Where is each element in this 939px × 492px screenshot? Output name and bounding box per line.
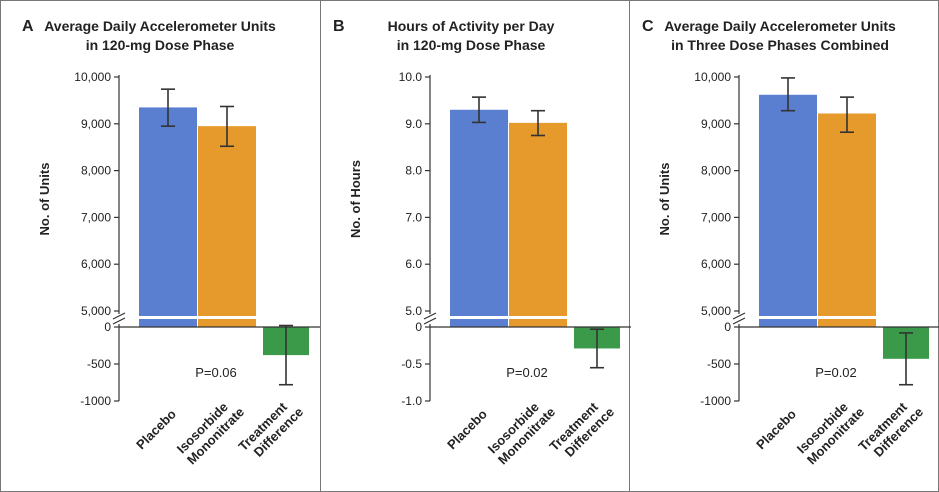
bar-placebo (139, 107, 197, 327)
bar-placebo (450, 109, 508, 327)
panel-subtitle: in 120-mg Dose Phase (86, 37, 235, 53)
p-value: P=0.02 (506, 365, 548, 380)
panel-subtitle: in 120-mg Dose Phase (397, 37, 546, 53)
y-tick-label: -0.5 (401, 357, 422, 371)
p-value: P=0.06 (195, 365, 237, 380)
y-tick-label: -500 (707, 357, 731, 371)
axis-break-mark (112, 312, 126, 320)
panel-letter: B (333, 18, 345, 35)
axis-break-band (137, 316, 258, 319)
axis-break-mark (732, 317, 746, 325)
panel-letter: A (22, 18, 34, 35)
y-tick-label: 10,000 (694, 70, 731, 84)
y-axis-label: No. of Units (37, 163, 52, 236)
axis-break-band (448, 316, 569, 319)
bar-isosorbide (198, 126, 256, 327)
category-label-line: Placebo (444, 406, 490, 452)
panel-c: C Average Daily Accelerometer Units in Thr… (642, 18, 939, 467)
y-tick-label: 10.0 (399, 70, 423, 84)
axis-break-mark (423, 317, 437, 325)
y-tick-label: 7,000 (81, 210, 111, 224)
p-value: P=0.02 (815, 365, 857, 380)
category-label: Placebo (444, 406, 490, 452)
y-tick-label: 7,000 (701, 210, 731, 224)
panel-a: A Average Daily Accelerometer Units in 120… (22, 18, 320, 467)
y-tick-label: 9,000 (81, 117, 111, 131)
y-tick-label: 0 (104, 320, 111, 334)
category-label: Placebo (133, 406, 179, 452)
bar-placebo (759, 94, 817, 327)
panel-subtitle: in Three Dose Phases Combined (671, 37, 889, 53)
y-tick-label: 8,000 (701, 164, 731, 178)
y-tick-label: 8.0 (405, 164, 422, 178)
panel-letter: C (642, 18, 654, 35)
y-tick-label: 6.0 (405, 257, 422, 271)
bar-isosorbide (509, 122, 567, 327)
y-tick-label: 6,000 (81, 257, 111, 271)
y-axis-label: No. of Hours (348, 160, 363, 238)
y-tick-label: -1000 (80, 394, 111, 408)
axis-break-mark (732, 312, 746, 320)
panel-title: Average Daily Accelerometer Units (664, 18, 896, 34)
y-tick-label: -500 (87, 357, 111, 371)
axis-break-band (757, 316, 878, 319)
category-label-line: Placebo (133, 406, 179, 452)
y-tick-label: -1.0 (401, 394, 422, 408)
y-tick-label: 0 (724, 320, 731, 334)
axis-break-mark (112, 317, 126, 325)
axis-break-mark (423, 312, 437, 320)
y-tick-label: 7.0 (405, 210, 422, 224)
y-tick-label: 9.0 (405, 117, 422, 131)
y-tick-label: 0 (415, 320, 422, 334)
y-tick-label: 5,000 (81, 304, 111, 318)
bar-isosorbide (818, 113, 876, 327)
y-tick-label: 6,000 (701, 257, 731, 271)
category-label-line: Placebo (753, 406, 799, 452)
category-label: Placebo (753, 406, 799, 452)
y-tick-label: 5.0 (405, 304, 422, 318)
panel-title: Hours of Activity per Day (388, 18, 555, 34)
y-tick-label: 8,000 (81, 164, 111, 178)
y-tick-label: 10,000 (74, 70, 111, 84)
y-axis-label: No. of Units (657, 163, 672, 236)
y-tick-label: 9,000 (701, 117, 731, 131)
panel-title: Average Daily Accelerometer Units (44, 18, 276, 34)
y-tick-label: 5,000 (701, 304, 731, 318)
panel-b: B Hours of Activity per Day in 120-mg Dose… (333, 18, 631, 467)
y-tick-label: -1000 (700, 394, 731, 408)
